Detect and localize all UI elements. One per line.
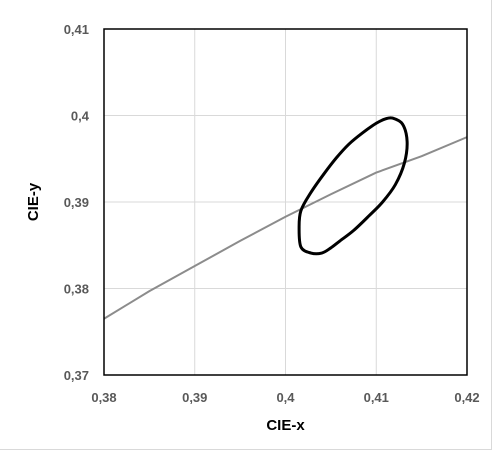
series-ellipse: [297, 116, 409, 256]
y-tick-label: 0,38: [64, 282, 89, 297]
series-layer: [103, 116, 468, 320]
y-tick-label: 0,37: [64, 368, 89, 383]
grid-lines: [103, 28, 468, 376]
y-tick-label: 0,4: [71, 109, 90, 124]
y-axis-title: CIE-y: [25, 182, 42, 221]
tick-labels: 0,38 0,39 0,4 0,41 0,420,370,380,390,40,41: [64, 22, 480, 405]
y-tick-label: 0,41: [64, 22, 89, 37]
y-tick-label: 0,39: [64, 195, 89, 210]
x-tick-label: 0,38: [91, 390, 116, 405]
x-tick-label: 0,39: [182, 390, 207, 405]
x-tick-label: 0,41: [364, 390, 389, 405]
x-tick-label: 0,4: [276, 390, 295, 405]
plot-area-border: [103, 28, 468, 376]
x-axis-title: CIE-x: [266, 417, 305, 434]
x-tick-label: 0,42: [454, 390, 479, 405]
series-line: [103, 136, 468, 320]
